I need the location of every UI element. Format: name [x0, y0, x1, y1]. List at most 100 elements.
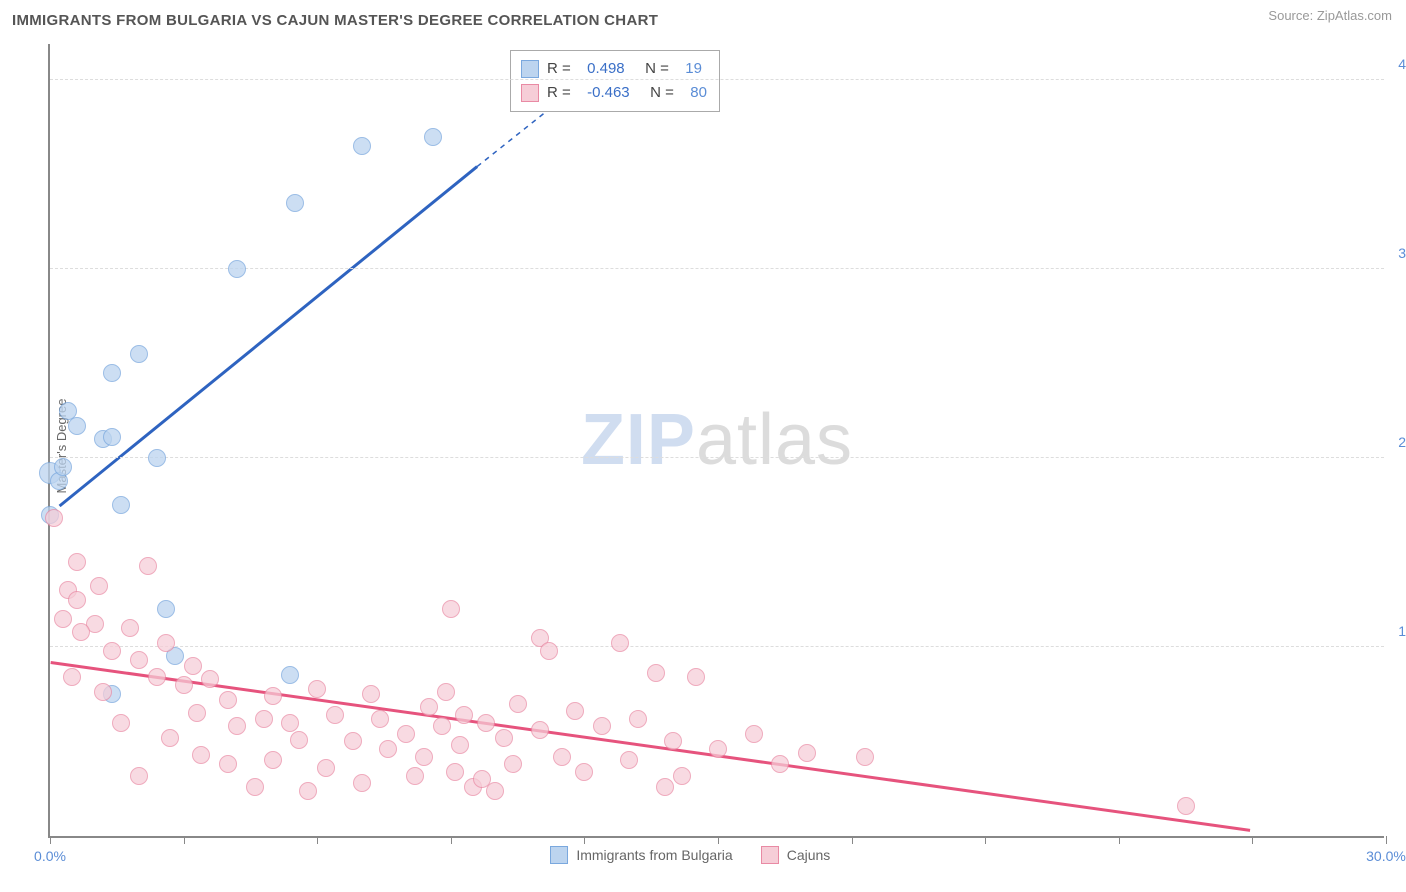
source-link[interactable]: ZipAtlas.com [1317, 8, 1392, 23]
x-tick [985, 836, 986, 844]
source-attribution: Source: ZipAtlas.com [1268, 8, 1392, 23]
data-point-cajuns [575, 763, 593, 781]
data-point-cajuns [264, 751, 282, 769]
watermark-light: atlas [696, 400, 853, 480]
data-point-cajuns [566, 702, 584, 720]
data-point-bulgaria [112, 496, 130, 514]
stat-r-value: 0.498 [587, 57, 625, 81]
x-tick [317, 836, 318, 844]
data-point-cajuns [673, 767, 691, 785]
data-point-bulgaria [424, 128, 442, 146]
data-point-cajuns [504, 755, 522, 773]
y-tick-label: 40.0% [1398, 56, 1406, 72]
x-tick [184, 836, 185, 844]
stat-n-value: 19 [685, 57, 702, 81]
data-point-cajuns [433, 717, 451, 735]
data-point-bulgaria [353, 137, 371, 155]
data-point-cajuns [406, 767, 424, 785]
bottom-legend: Immigrants from Bulgaria Cajuns [550, 846, 830, 864]
data-point-cajuns [437, 683, 455, 701]
watermark: ZIPatlas [581, 399, 853, 481]
data-point-cajuns [1177, 797, 1195, 815]
data-point-cajuns [531, 721, 549, 739]
data-point-cajuns [495, 729, 513, 747]
data-point-bulgaria [157, 600, 175, 618]
data-point-bulgaria [130, 345, 148, 363]
data-point-cajuns [656, 778, 674, 796]
gridline [50, 646, 1384, 647]
data-point-bulgaria [228, 260, 246, 278]
data-point-cajuns [611, 634, 629, 652]
data-point-cajuns [54, 610, 72, 628]
data-point-cajuns [509, 695, 527, 713]
legend-label: Immigrants from Bulgaria [576, 847, 732, 863]
data-point-cajuns [148, 668, 166, 686]
data-point-bulgaria [103, 364, 121, 382]
legend-label: Cajuns [787, 847, 831, 863]
plot-area: ZIPatlas R = 0.498 N = 19R = -0.463 N = … [48, 44, 1384, 838]
data-point-cajuns [362, 685, 380, 703]
data-point-cajuns [371, 710, 389, 728]
data-point-cajuns [45, 509, 63, 527]
data-point-cajuns [379, 740, 397, 758]
trend-line [60, 167, 478, 506]
data-point-cajuns [68, 553, 86, 571]
data-point-cajuns [188, 704, 206, 722]
data-point-cajuns [121, 619, 139, 637]
data-point-cajuns [255, 710, 273, 728]
data-point-cajuns [175, 676, 193, 694]
x-tick [584, 836, 585, 844]
data-point-cajuns [326, 706, 344, 724]
data-point-cajuns [442, 600, 460, 618]
data-point-cajuns [593, 717, 611, 735]
stat-n-label: N = [633, 57, 678, 81]
data-point-cajuns [620, 751, 638, 769]
data-point-cajuns [246, 778, 264, 796]
data-point-cajuns [446, 763, 464, 781]
data-point-cajuns [317, 759, 335, 777]
data-point-cajuns [397, 725, 415, 743]
data-point-cajuns [664, 732, 682, 750]
stat-n-value: 80 [690, 81, 707, 105]
data-point-cajuns [798, 744, 816, 762]
data-point-cajuns [264, 687, 282, 705]
data-point-cajuns [201, 670, 219, 688]
stat-r-label: R = [547, 81, 579, 105]
x-tick-label: 0.0% [34, 848, 66, 864]
data-point-cajuns [63, 668, 81, 686]
data-point-cajuns [192, 746, 210, 764]
data-point-bulgaria [103, 428, 121, 446]
data-point-cajuns [856, 748, 874, 766]
data-point-cajuns [455, 706, 473, 724]
data-point-cajuns [477, 714, 495, 732]
stat-r-value: -0.463 [587, 81, 630, 105]
stat-r-label: R = [547, 57, 579, 81]
data-point-bulgaria [148, 449, 166, 467]
data-point-cajuns [709, 740, 727, 758]
swatch-cajuns [521, 84, 539, 102]
data-point-cajuns [90, 577, 108, 595]
trend-lines-layer [50, 44, 1384, 836]
legend-item-bulgaria: Immigrants from Bulgaria [550, 846, 732, 864]
legend-item-cajuns: Cajuns [761, 846, 831, 864]
data-point-cajuns [553, 748, 571, 766]
source-label: Source: [1268, 8, 1313, 23]
data-point-cajuns [281, 714, 299, 732]
data-point-cajuns [94, 683, 112, 701]
data-point-cajuns [486, 782, 504, 800]
legend-swatch-cajuns [761, 846, 779, 864]
swatch-bulgaria [521, 60, 539, 78]
data-point-cajuns [228, 717, 246, 735]
gridline [50, 457, 1384, 458]
data-point-cajuns [219, 755, 237, 773]
data-point-bulgaria [286, 194, 304, 212]
gridline [50, 268, 1384, 269]
gridline [50, 79, 1384, 80]
data-point-cajuns [344, 732, 362, 750]
data-point-cajuns [308, 680, 326, 698]
data-point-cajuns [299, 782, 317, 800]
data-point-cajuns [745, 725, 763, 743]
data-point-cajuns [290, 731, 308, 749]
data-point-cajuns [353, 774, 371, 792]
data-point-cajuns [161, 729, 179, 747]
